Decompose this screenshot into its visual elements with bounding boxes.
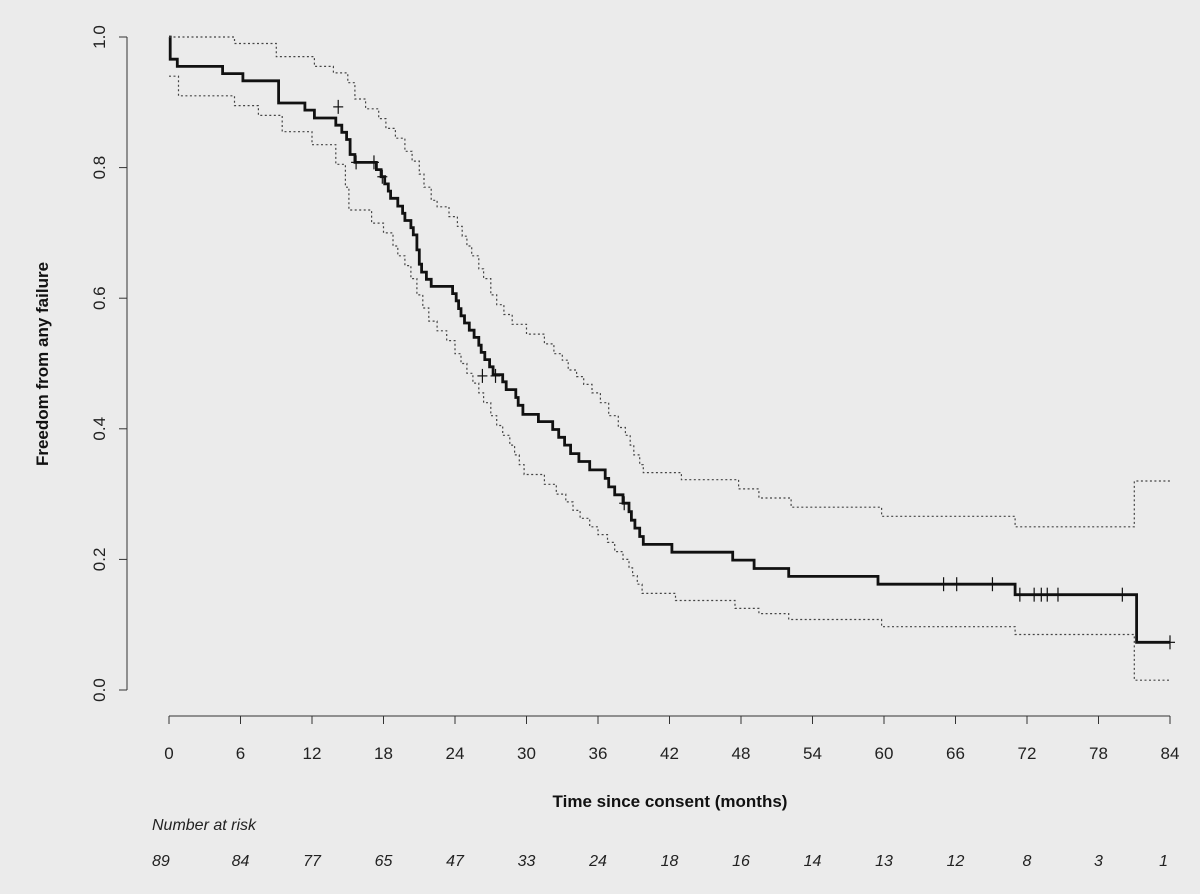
y-tick-label: 0.0: [90, 678, 109, 702]
x-tick-label: 84: [1161, 744, 1180, 763]
x-tick-label: 66: [946, 744, 965, 763]
risk-count: 3: [1094, 853, 1103, 870]
risk-table-title: Number at risk: [152, 817, 257, 834]
risk-count: 18: [661, 853, 679, 870]
risk-count: 33: [518, 853, 536, 870]
x-tick-label: 36: [589, 744, 608, 763]
x-tick-label: 6: [236, 744, 245, 763]
risk-table: 89 84 77 65 47 33 24 18 16 14 13 12 8 3 1: [152, 853, 1168, 870]
risk-count: 65: [375, 853, 393, 870]
x-tick-label: 54: [803, 744, 822, 763]
x-tick-label: 18: [374, 744, 393, 763]
x-tick-label: 60: [875, 744, 894, 763]
risk-count: 24: [588, 853, 607, 870]
risk-count: 89: [152, 853, 170, 870]
x-axis-title: Time since consent (months): [553, 792, 788, 811]
x-tick-label: 48: [732, 744, 751, 763]
upper-confidence-limit-line: [169, 36, 1170, 528]
x-tick-label: 24: [446, 744, 465, 763]
y-tick-label: 0.8: [90, 156, 109, 180]
y-axis-title: Freedom from any failure: [33, 262, 52, 466]
x-tick-label: 42: [660, 744, 679, 763]
risk-count: 8: [1023, 853, 1032, 870]
risk-count: 13: [875, 853, 893, 870]
y-tick-label: 0.2: [90, 548, 109, 572]
risk-count: 1: [1159, 853, 1168, 870]
risk-count: 84: [232, 853, 250, 870]
x-tick-label: 30: [517, 744, 536, 763]
y-tick-label: 0.6: [90, 286, 109, 310]
survival-curves: [168, 35, 1175, 681]
survival-estimate-line: [168, 35, 1170, 644]
x-tick-label: 78: [1089, 744, 1108, 763]
risk-count: 16: [732, 853, 750, 870]
y-tick-label: 0.4: [90, 417, 109, 441]
y-tick-label: 1.0: [90, 25, 109, 49]
risk-count: 14: [804, 853, 822, 870]
risk-count: 12: [947, 853, 965, 870]
risk-count: 77: [303, 853, 322, 870]
lower-confidence-limit-line: [169, 75, 1170, 681]
risk-count: 47: [446, 853, 465, 870]
x-tick-label: 12: [303, 744, 322, 763]
x-tick-label: 0: [164, 744, 173, 763]
axes: 0.0 0.2 0.4 0.6 0.8 1.0 0 6 12 18 24 30 36 42 48 54 60 66…: [90, 25, 1180, 763]
x-tick-label: 72: [1018, 744, 1037, 763]
